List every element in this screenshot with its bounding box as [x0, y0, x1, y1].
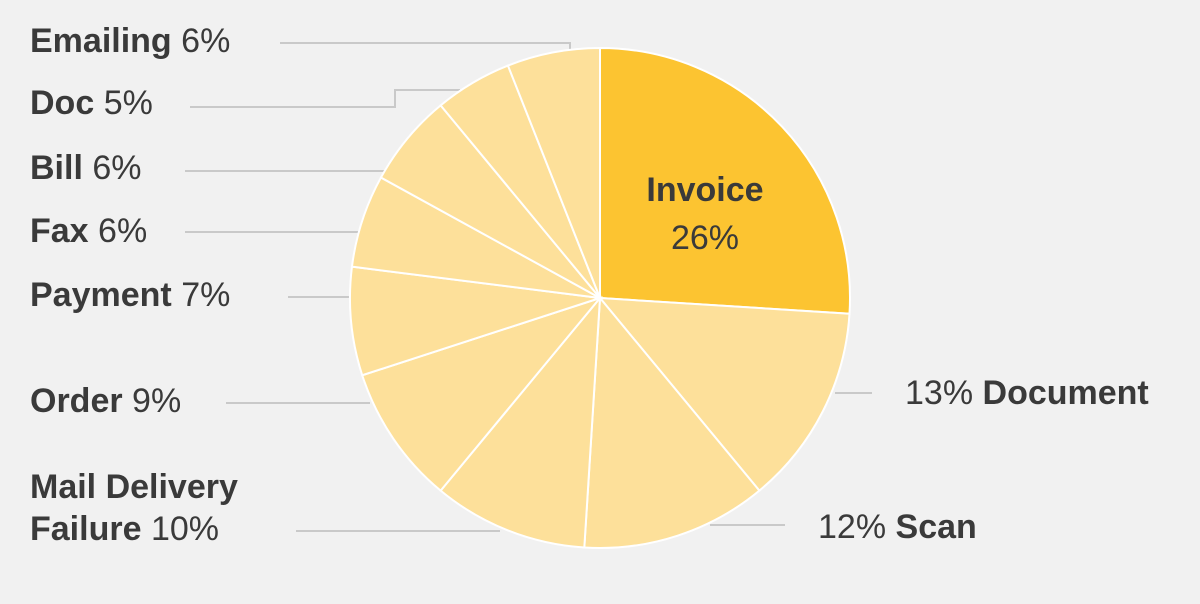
value-label: 10% [150, 510, 219, 548]
category-label: Payment [30, 276, 172, 314]
value-label: 6% [181, 22, 231, 60]
category-label: Order [30, 382, 123, 420]
category-label: Mail Delivery Failure [30, 468, 238, 548]
category-label: Doc [30, 84, 95, 122]
value-label: 26% [670, 219, 740, 257]
category-label: Bill [30, 149, 83, 187]
value-label: 12% [818, 508, 887, 546]
slice-label: Invoice 26% [640, 166, 770, 262]
slice-label: Emailing 6% [30, 20, 230, 62]
slices [349, 46, 851, 549]
slice-label: Order 9% [30, 380, 181, 422]
value-label: 13% [905, 374, 974, 412]
leader-line [280, 42, 571, 50]
category-label: Emailing [30, 22, 172, 60]
slice [349, 265, 601, 377]
slice [597, 296, 851, 493]
slice [360, 295, 603, 493]
leader-line [190, 89, 460, 108]
slice-label: Mail Delivery Failure 10% [30, 466, 280, 550]
slice-label: 13% Document [905, 372, 1149, 414]
value-label: 5% [103, 84, 153, 122]
slice [583, 295, 761, 549]
slice [439, 294, 602, 549]
slice [599, 46, 851, 315]
slice [506, 46, 601, 299]
leader-lines [185, 42, 872, 532]
category-label: Scan [895, 508, 977, 546]
slice-label: 12% Scan [818, 506, 977, 548]
slice-label: Bill 6% [30, 147, 142, 189]
value-label: 9% [132, 382, 182, 420]
value-label: 6% [92, 149, 142, 187]
value-label: 7% [181, 276, 231, 314]
category-label: Fax [30, 212, 89, 250]
category-label: Invoice [646, 171, 764, 209]
value-label: 6% [98, 212, 148, 250]
slice-label: Fax 6% [30, 210, 147, 252]
slice-label: Doc 5% [30, 82, 153, 124]
category-label: Document [982, 374, 1149, 412]
slice-label: Payment 7% [30, 274, 230, 316]
